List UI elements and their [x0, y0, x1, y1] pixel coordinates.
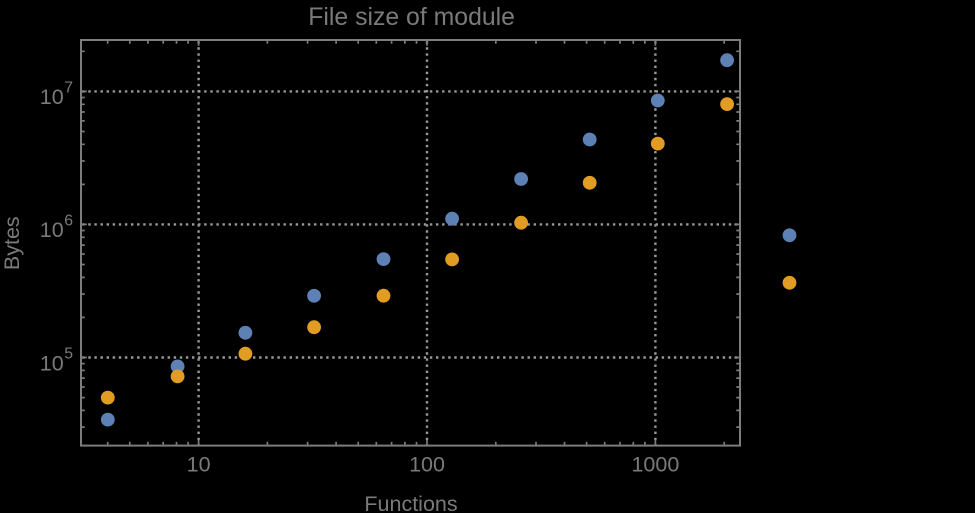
svg-text:Functions: Functions	[364, 492, 457, 513]
svg-text:Bytes: Bytes	[0, 216, 24, 270]
svg-text:100: 100	[409, 452, 445, 476]
svg-text:File size of module: File size of module	[308, 4, 515, 31]
svg-text:1000: 1000	[631, 452, 679, 476]
svg-text:10: 10	[187, 452, 211, 476]
